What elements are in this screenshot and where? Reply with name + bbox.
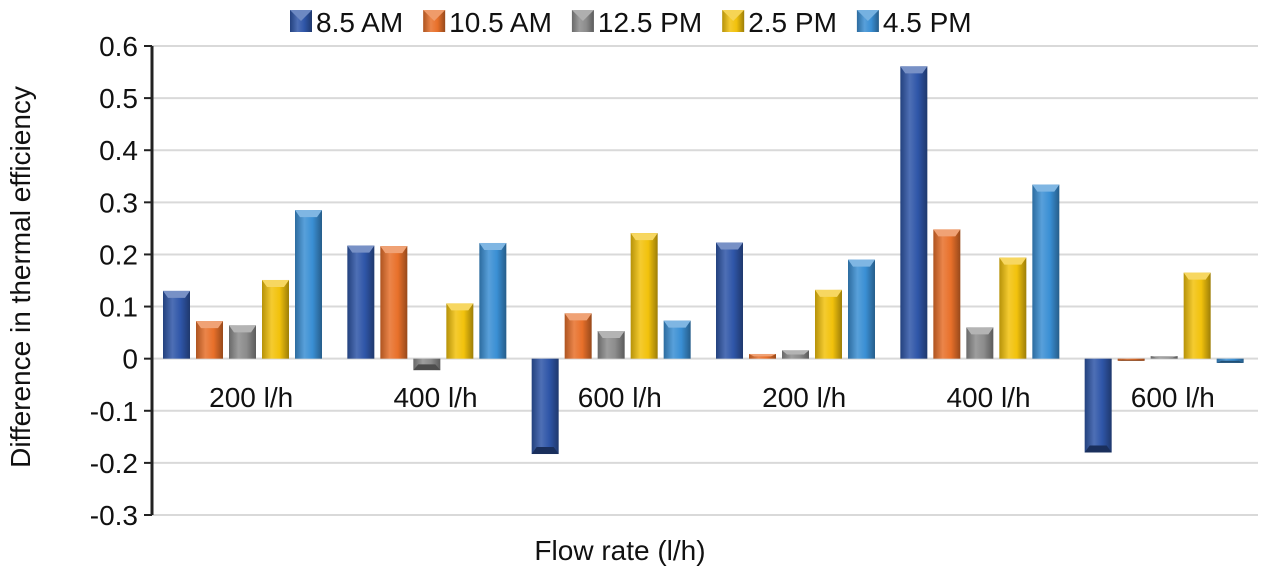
legend-label: 4.5 PM xyxy=(883,7,972,38)
bar xyxy=(815,289,842,359)
category-label: 400 l/h xyxy=(946,382,1030,413)
bar xyxy=(1084,358,1112,453)
bar xyxy=(1032,184,1060,359)
legend-item: 4.5 PM xyxy=(856,7,972,38)
category-label: 200 l/h xyxy=(762,382,846,413)
y-tick-label: -0.3 xyxy=(90,500,138,531)
bar xyxy=(295,210,322,359)
bar xyxy=(196,321,223,359)
bar xyxy=(1150,356,1178,359)
y-tick-label: -0.2 xyxy=(90,448,138,479)
legend-item: 12.5 PM xyxy=(571,7,702,38)
bar xyxy=(262,279,289,359)
category-label: 400 l/h xyxy=(393,382,477,413)
bar xyxy=(597,331,625,359)
bar xyxy=(380,246,408,359)
bar xyxy=(933,229,961,359)
legend-label: 8.5 AM xyxy=(316,7,403,38)
bar xyxy=(229,325,256,359)
y-tick-label: 0.5 xyxy=(99,83,138,114)
y-tick-label: 0.4 xyxy=(99,135,138,166)
bar xyxy=(782,350,809,359)
y-tick-label: 0.1 xyxy=(99,292,138,323)
category-label: 600 l/h xyxy=(1131,382,1215,413)
bar xyxy=(347,245,375,359)
bar xyxy=(1183,272,1211,359)
bar xyxy=(413,358,441,371)
legend-label: 10.5 AM xyxy=(449,7,552,38)
legend-label: 12.5 PM xyxy=(598,7,702,38)
y-tick-label: -0.1 xyxy=(90,396,138,427)
y-axis-label: Difference in thermal efficiency xyxy=(5,86,36,468)
category-label: 600 l/h xyxy=(578,382,662,413)
bar xyxy=(848,259,875,359)
bar xyxy=(531,358,559,455)
legend: 8.5 AM 10.5 AM 12.5 PM 2.5 PM 4.5 PM xyxy=(290,7,972,38)
bar xyxy=(446,303,474,359)
bar xyxy=(479,242,507,359)
bar xyxy=(999,257,1027,359)
category-labels: 200 l/h 400 l/h 600 l/h 200 l/h 400 l/h 600 l… xyxy=(209,382,1215,413)
bar xyxy=(564,313,592,359)
y-tick-label: 0.3 xyxy=(99,187,138,218)
y-tick-label: 0.2 xyxy=(99,239,138,270)
legend-item: 2.5 PM xyxy=(722,7,837,38)
legend-item: 8.5 AM xyxy=(290,7,403,38)
bar xyxy=(900,66,928,359)
category-label: 200 l/h xyxy=(209,382,293,413)
x-axis-label: Flow rate (l/h) xyxy=(534,535,705,566)
bar xyxy=(749,353,776,359)
bar xyxy=(630,233,658,359)
legend-label: 2.5 PM xyxy=(748,7,837,38)
bar xyxy=(1216,358,1244,363)
y-axis: 0.6 0.5 0.4 0.3 0.2 0.1 0 -0.1 -0.2 -0.3 xyxy=(90,31,154,531)
gridlines xyxy=(152,45,1258,516)
bar xyxy=(663,320,691,359)
bar xyxy=(966,327,994,359)
legend-item: 10.5 AM xyxy=(423,7,552,38)
bar xyxy=(1117,358,1145,361)
y-tick-label: 0.6 xyxy=(99,31,138,62)
bar xyxy=(716,242,743,359)
bar xyxy=(163,290,190,359)
bars xyxy=(163,66,1244,455)
y-tick-label: 0 xyxy=(122,344,138,375)
